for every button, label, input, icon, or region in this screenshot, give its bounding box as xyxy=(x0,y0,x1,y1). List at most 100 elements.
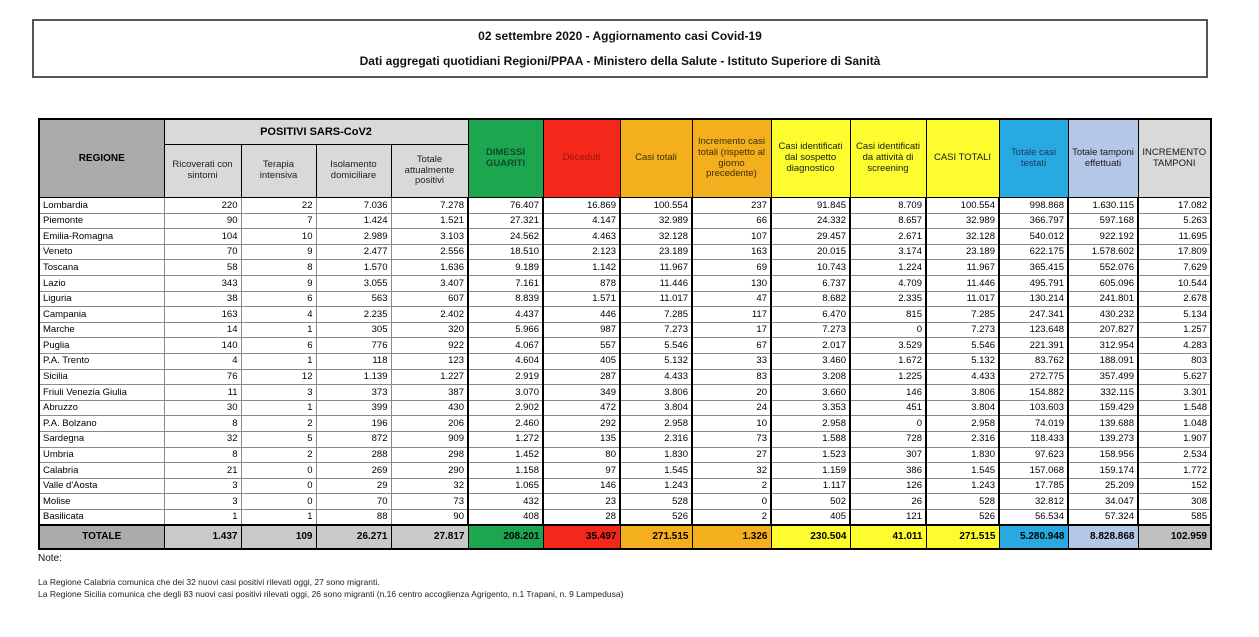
value-cell: 7.273 xyxy=(770,321,851,339)
value-cell: 27 xyxy=(691,446,772,464)
table-row: Basilicata 1 1 88 90 408 28 526 2 405 121 526 56.534… xyxy=(38,508,1212,526)
value-cell: 3.660 xyxy=(770,384,851,401)
total-row: TOTALE 1.437 109 26.271 27.817 208.201 35.497 2… xyxy=(38,524,1212,550)
value-cell: 4.437 xyxy=(467,306,544,323)
value-cell: 118.433 xyxy=(998,430,1069,448)
region-name-cell: Toscana xyxy=(38,259,165,276)
header-deceduti: Deceduti xyxy=(542,118,621,198)
region-name-cell: Calabria xyxy=(38,462,165,479)
value-cell: 0 xyxy=(849,415,927,432)
value-cell: 320 xyxy=(390,321,469,339)
total-value-cell: 1.437 xyxy=(163,524,242,550)
value-cell: 10 xyxy=(691,415,772,432)
value-cell: 430 xyxy=(390,399,469,417)
value-cell: 83 xyxy=(691,368,772,386)
value-cell: 430.232 xyxy=(1067,306,1139,323)
value-cell: 2.958 xyxy=(619,415,693,432)
total-value-cell: 35.497 xyxy=(542,524,621,550)
table-row: Lombardia 220 22 7.036 7.278 76.407 16.869 100.… xyxy=(38,197,1212,214)
value-cell: 29.457 xyxy=(770,228,851,245)
value-cell: 5.132 xyxy=(925,352,1000,370)
value-cell: 18.510 xyxy=(467,243,544,261)
value-cell: 163 xyxy=(163,306,242,323)
region-name-cell: P.A. Bolzano xyxy=(38,415,165,432)
value-cell: 4 xyxy=(163,352,242,370)
value-cell: 292 xyxy=(542,415,621,432)
value-cell: 1.065 xyxy=(467,477,544,495)
value-cell: 3.103 xyxy=(390,228,469,245)
value-cell: 4 xyxy=(240,306,317,323)
total-value-cell: 208.201 xyxy=(467,524,544,550)
value-cell: 29 xyxy=(315,477,392,495)
value-cell: 130 xyxy=(691,274,772,292)
value-cell: 7 xyxy=(240,212,317,230)
table-body: Lombardia 220 22 7.036 7.278 76.407 16.869 100.… xyxy=(38,197,1212,550)
value-cell: 6.737 xyxy=(770,274,851,292)
value-cell: 332.115 xyxy=(1067,384,1139,401)
value-cell: 121 xyxy=(849,508,927,526)
value-cell: 21 xyxy=(163,462,242,479)
region-name-cell: Campania xyxy=(38,306,165,323)
value-cell: 1.523 xyxy=(770,446,851,464)
value-cell: 1.158 xyxy=(467,462,544,479)
value-cell: 386 xyxy=(849,462,927,479)
value-cell: 139.273 xyxy=(1067,430,1139,448)
value-cell: 1 xyxy=(240,321,317,339)
region-name-cell: Sardegna xyxy=(38,430,165,448)
value-cell: 3.804 xyxy=(925,399,1000,417)
note-line-sicilia: La Regione Sicilia comunica che degli 83… xyxy=(38,589,624,599)
table-row: Umbria 8 2 288 298 1.452 80 1.830 27 1.523 307 1.83… xyxy=(38,446,1212,464)
value-cell: 80 xyxy=(542,446,621,464)
value-cell: 4.433 xyxy=(925,368,1000,386)
value-cell: 5.546 xyxy=(619,337,693,354)
value-cell: 207.827 xyxy=(1067,321,1139,339)
value-cell: 2.958 xyxy=(925,415,1000,432)
value-cell: 2.989 xyxy=(315,228,392,245)
value-cell: 7.629 xyxy=(1137,259,1212,276)
value-cell: 7.285 xyxy=(619,306,693,323)
value-cell: 526 xyxy=(925,508,1000,526)
value-cell: 287 xyxy=(542,368,621,386)
value-cell: 27.321 xyxy=(467,212,544,230)
value-cell: 408 xyxy=(467,508,544,526)
region-name-cell: Puglia xyxy=(38,337,165,354)
value-cell: 308 xyxy=(1137,493,1212,510)
value-cell: 365.415 xyxy=(998,259,1069,276)
value-cell: 1.048 xyxy=(1137,415,1212,432)
value-cell: 1.139 xyxy=(315,368,392,386)
header-tamponi-effettuati: Totale tamponi effettuati xyxy=(1067,118,1139,198)
value-cell: 32 xyxy=(390,477,469,495)
value-cell: 100.554 xyxy=(619,197,693,214)
value-cell: 123 xyxy=(390,352,469,370)
value-cell: 776 xyxy=(315,337,392,354)
total-value-cell: 230.504 xyxy=(770,524,851,550)
value-cell: 22 xyxy=(240,197,317,214)
value-cell: 140 xyxy=(163,337,242,354)
value-cell: 32.989 xyxy=(619,212,693,230)
value-cell: 2.678 xyxy=(1137,290,1212,308)
notes-title: Note: xyxy=(38,553,62,564)
value-cell: 387 xyxy=(390,384,469,401)
value-cell: 23.189 xyxy=(619,243,693,261)
value-cell: 159.429 xyxy=(1067,399,1139,417)
value-cell: 2.534 xyxy=(1137,446,1212,464)
value-cell: 3.460 xyxy=(770,352,851,370)
region-name-cell: Lazio xyxy=(38,274,165,292)
value-cell: 343 xyxy=(163,274,242,292)
value-cell: 3.353 xyxy=(770,399,851,417)
value-cell: 1.243 xyxy=(619,477,693,495)
value-cell: 5.132 xyxy=(619,352,693,370)
value-cell: 922 xyxy=(390,337,469,354)
value-cell: 2.671 xyxy=(849,228,927,245)
value-cell: 247.341 xyxy=(998,306,1069,323)
value-cell: 3.301 xyxy=(1137,384,1212,401)
value-cell: 803 xyxy=(1137,352,1212,370)
value-cell: 1.272 xyxy=(467,430,544,448)
value-cell: 221.391 xyxy=(998,337,1069,354)
note-line-calabria: La Regione Calabria comunica che dei 32 … xyxy=(38,577,380,587)
value-cell: 4.147 xyxy=(542,212,621,230)
value-cell: 8 xyxy=(163,446,242,464)
value-cell: 3.055 xyxy=(315,274,392,292)
value-cell: 1.630.115 xyxy=(1067,197,1139,214)
value-cell: 1.830 xyxy=(925,446,1000,464)
